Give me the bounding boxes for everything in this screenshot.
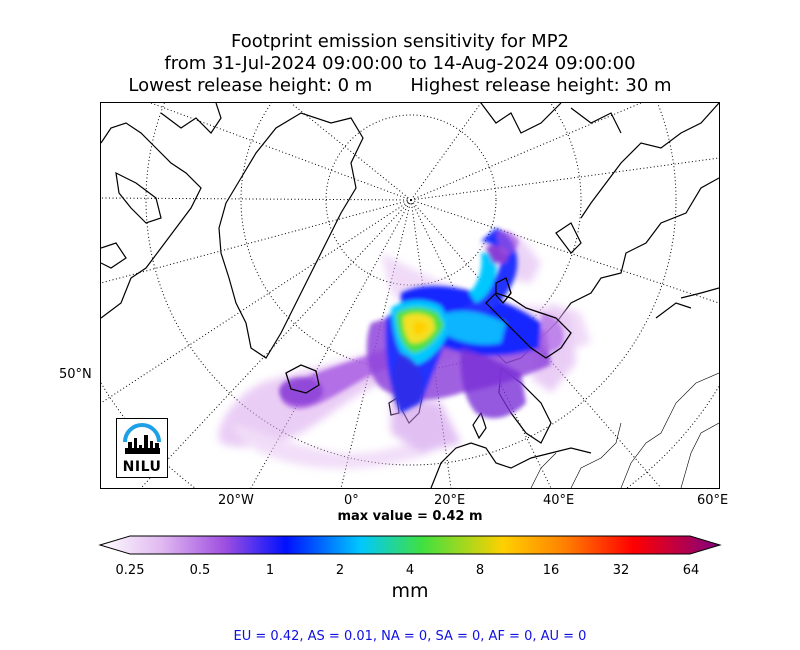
- title-line-3: Lowest release height: 0 m Highest releas…: [0, 75, 800, 97]
- footprint-plume: [218, 228, 591, 469]
- title-line-2: from 31-Jul-2024 09:00:00 to 14-Aug-2024…: [164, 53, 636, 74]
- colorbar-tick-32: 32: [612, 563, 630, 578]
- lat-label-50n: 50°N: [59, 367, 92, 382]
- max-value: max value = 0.42 m: [337, 509, 483, 524]
- nilu-logo-icon: [123, 423, 161, 454]
- colorbar-tick-4: 4: [405, 563, 415, 578]
- colorbar-tick-1: 1: [265, 563, 275, 578]
- lon-label-20e: 20°E: [434, 493, 466, 508]
- colorbar-tick-0-25: 0.25: [115, 563, 145, 578]
- coastlines-overlay: [285, 277, 572, 394]
- lon-label-20w: 20°W: [218, 493, 254, 508]
- region-summary: EU = 0.42, AS = 0.01, NA = 0, SA = 0, AF…: [233, 629, 587, 644]
- colorbar-tick-0-5: 0.5: [189, 563, 211, 578]
- map-canvas: [101, 103, 719, 488]
- colorbar: [98, 535, 722, 555]
- nilu-logo: NILU: [116, 418, 168, 478]
- lowest-release-height: Lowest release height: 0 m: [128, 75, 373, 96]
- colorbar-tick-2: 2: [335, 563, 345, 578]
- lon-label-0: 0°: [344, 493, 359, 508]
- lon-label-60e: 60°E: [697, 493, 729, 508]
- colorbar-tick-8: 8: [475, 563, 485, 578]
- lon-label-40e: 40°E: [543, 493, 575, 508]
- colorbar-tick-16: 16: [542, 563, 560, 578]
- title-line-1: Footprint emission sensitivity for MP2: [230, 31, 569, 52]
- colorbar-units: mm: [391, 580, 429, 602]
- country-borders: [530, 372, 719, 488]
- highest-release-height: Highest release height: 30 m: [410, 75, 672, 96]
- nilu-logo-text: NILU: [122, 459, 162, 475]
- footprint-map: [100, 102, 720, 489]
- north-pole-dot: [410, 199, 412, 201]
- colorbar-tick-64: 64: [682, 563, 700, 578]
